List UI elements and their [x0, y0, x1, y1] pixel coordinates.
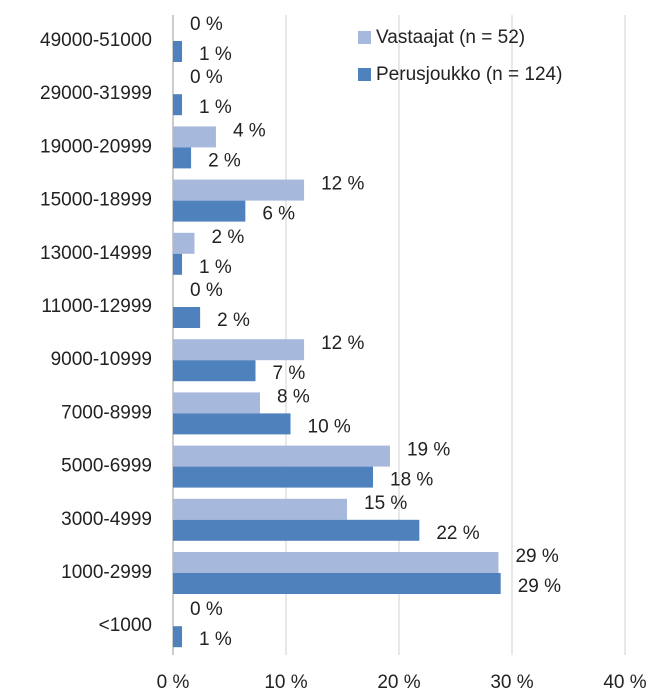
y-tick-label: 29000-31999 [40, 83, 152, 104]
y-tick-label: 7000-8999 [61, 402, 152, 423]
value-label: 29 % [515, 546, 558, 567]
y-tick-label: <1000 [99, 615, 152, 636]
value-label: 4 % [233, 120, 266, 141]
value-label: 10 % [308, 416, 351, 437]
bar [173, 200, 246, 222]
bar [173, 498, 348, 520]
y-tick-label: 13000-14999 [40, 243, 152, 264]
bar [173, 413, 291, 435]
bar [173, 392, 261, 414]
y-tick-label: 3000-4999 [61, 509, 152, 530]
bar [173, 147, 192, 169]
legend-label: Perusjoukko (n = 124) [376, 64, 562, 85]
value-label: 0 % [190, 67, 223, 88]
value-label: 22 % [436, 523, 479, 544]
value-label: 6 % [262, 204, 295, 225]
bar [173, 94, 183, 116]
y-tick-label: 15000-18999 [40, 190, 152, 211]
value-label: 2 % [208, 150, 241, 171]
value-label: 7 % [272, 363, 305, 384]
value-label: 29 % [518, 576, 561, 597]
value-label: 1 % [199, 97, 232, 118]
x-tick-label: 40 % [603, 672, 646, 692]
bar [173, 179, 305, 201]
value-label: 0 % [190, 599, 223, 620]
bar [173, 519, 420, 541]
legend-swatch [358, 31, 371, 44]
value-label: 12 % [321, 174, 364, 195]
y-tick-label: 1000-2999 [61, 562, 152, 583]
bar [173, 307, 201, 328]
value-label: 12 % [321, 333, 364, 354]
bar [173, 253, 183, 275]
bar [173, 445, 390, 467]
y-tick-label: 11000-12999 [41, 296, 152, 317]
value-label: 19 % [407, 440, 450, 461]
value-label: 0 % [190, 280, 223, 301]
value-label: 15 % [364, 493, 407, 514]
y-tick-label: 49000-51000 [40, 30, 152, 51]
value-label: 8 % [277, 386, 310, 407]
legend-swatch [358, 68, 371, 81]
x-tick-label: 20 % [377, 672, 420, 692]
value-label: 1 % [199, 629, 232, 650]
value-label: 18 % [390, 470, 433, 491]
y-tick-label: 19000-20999 [40, 136, 152, 157]
x-tick-label: 30 % [490, 672, 533, 692]
bar [173, 552, 499, 573]
value-label: 0 % [190, 14, 223, 35]
x-tick-label: 10 % [264, 672, 307, 692]
bar [173, 573, 501, 594]
bar [173, 626, 183, 648]
legend-label: Vastaajat (n = 52) [376, 27, 525, 48]
y-tick-label: 5000-6999 [61, 456, 152, 477]
bar [173, 339, 305, 361]
bar [173, 126, 216, 148]
bar [173, 466, 374, 488]
y-tick-label: 9000-10999 [51, 349, 152, 370]
x-tick-label: 0 % [157, 672, 190, 692]
value-label: 2 % [217, 310, 250, 331]
value-label: 2 % [211, 227, 244, 248]
bar [173, 360, 256, 382]
bar [173, 41, 183, 62]
bar [173, 232, 195, 254]
value-label: 1 % [199, 44, 232, 65]
value-label: 1 % [199, 257, 232, 278]
